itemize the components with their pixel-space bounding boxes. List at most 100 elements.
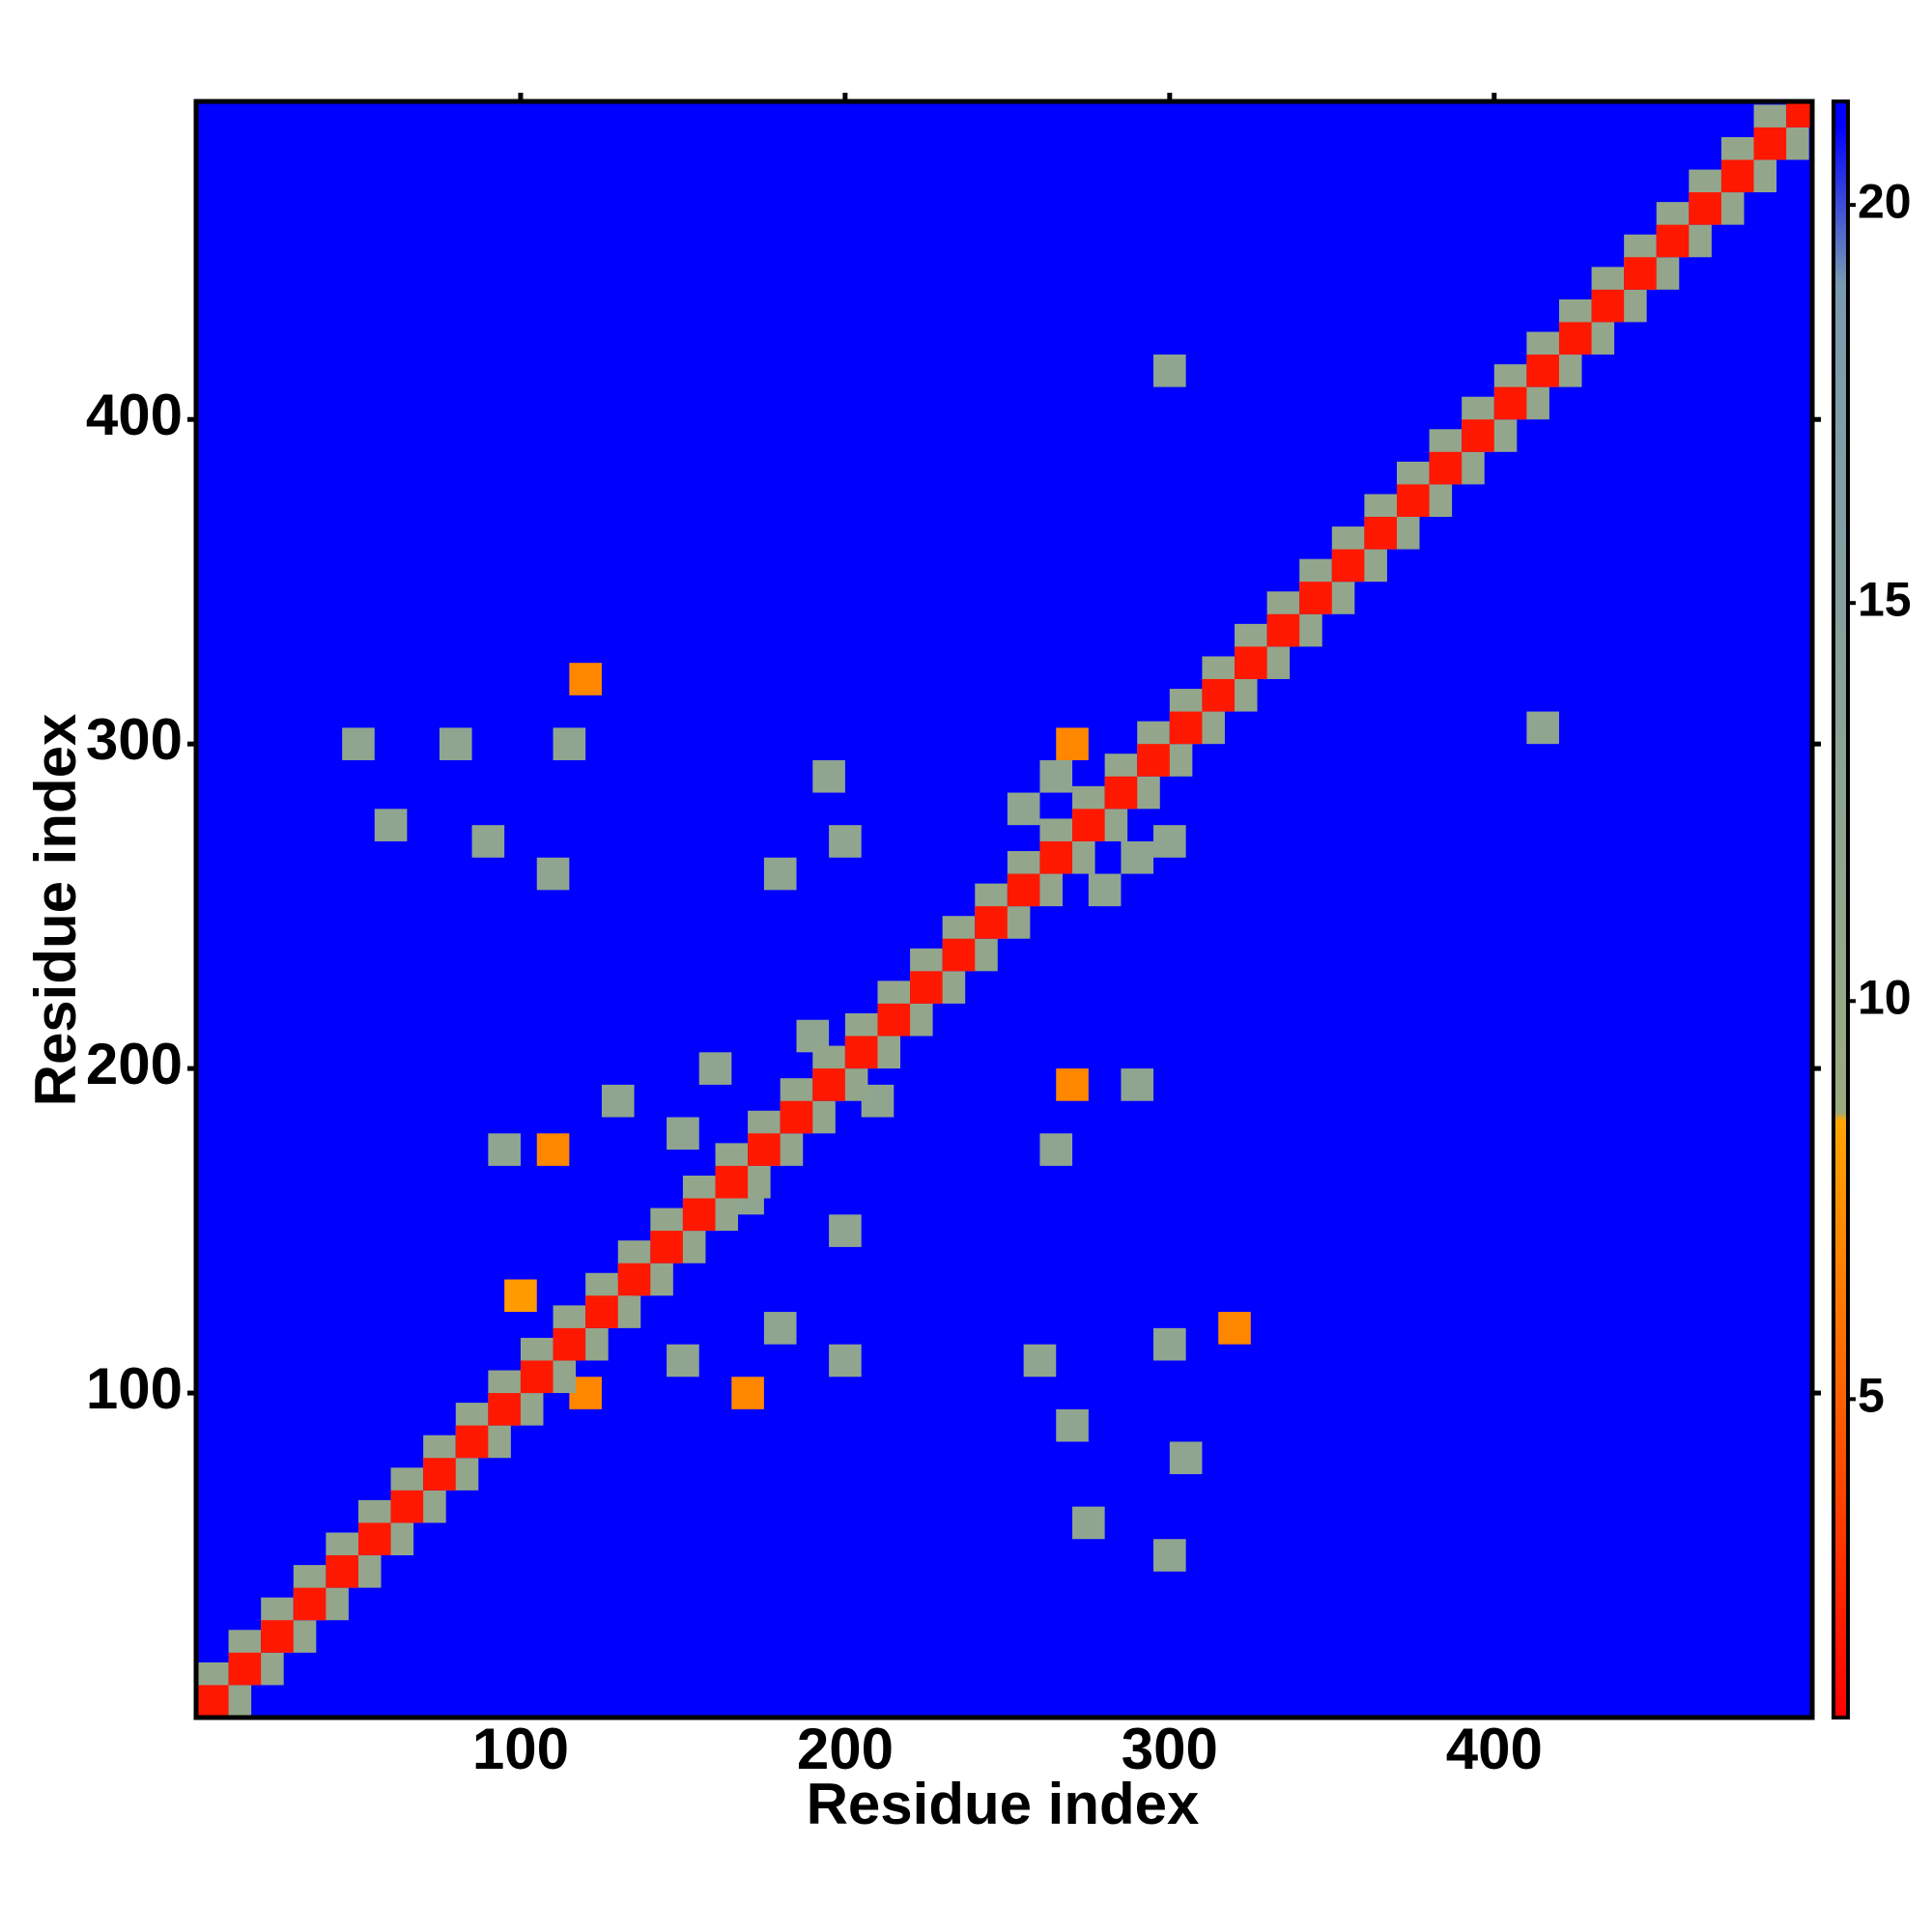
heat-cell bbox=[1235, 646, 1267, 679]
heat-cell bbox=[942, 938, 976, 972]
heat-cell bbox=[1720, 159, 1754, 193]
heat-cell bbox=[650, 1231, 683, 1264]
heat-cell bbox=[780, 1100, 813, 1134]
heat-cell bbox=[829, 1344, 862, 1378]
heat-cell bbox=[1202, 678, 1236, 712]
heat-cell bbox=[471, 825, 505, 858]
y-axis-title: Residue index bbox=[23, 714, 88, 1107]
heat-cell bbox=[1007, 792, 1040, 826]
heat-cell bbox=[715, 1165, 749, 1199]
heat-cell bbox=[390, 1490, 424, 1523]
x-tick-label: 100 bbox=[472, 1717, 569, 1781]
heat-cell bbox=[1072, 809, 1105, 841]
heat-cell bbox=[1121, 840, 1154, 874]
heat-cell bbox=[601, 1084, 635, 1118]
heat-cell bbox=[1056, 1068, 1089, 1101]
heat-cell bbox=[1056, 727, 1089, 760]
heat-cell bbox=[1218, 1312, 1251, 1345]
heat-cell bbox=[844, 1036, 878, 1069]
heat-cell bbox=[520, 1360, 554, 1394]
heat-cell bbox=[326, 1555, 358, 1588]
heat-cell bbox=[1753, 127, 1787, 160]
heat-cell bbox=[1591, 289, 1625, 323]
x-tick-label: 200 bbox=[797, 1717, 894, 1781]
heat-cell bbox=[585, 1295, 618, 1328]
heat-cell bbox=[1072, 1506, 1105, 1540]
y-tick-label: 200 bbox=[86, 1032, 183, 1096]
heat-cell bbox=[536, 1133, 570, 1166]
heat-cell bbox=[812, 759, 845, 793]
heat-cell bbox=[617, 1263, 651, 1296]
heat-cell bbox=[1526, 355, 1559, 387]
plot-frame bbox=[193, 99, 1815, 1720]
heat-cell bbox=[1526, 711, 1559, 745]
heat-cell bbox=[1039, 1133, 1073, 1166]
heat-cell bbox=[877, 1003, 911, 1037]
heat-cell bbox=[910, 971, 943, 1004]
colorbar-tick-label: 15 bbox=[1858, 572, 1912, 626]
heat-cell bbox=[1299, 582, 1332, 614]
heat-cell bbox=[1039, 759, 1073, 793]
heat-cell bbox=[1104, 776, 1138, 810]
heat-cell bbox=[1429, 451, 1463, 485]
heat-cell bbox=[1624, 257, 1657, 290]
heat-cell bbox=[1169, 1441, 1203, 1475]
heat-cell bbox=[1137, 744, 1170, 777]
heat-cell bbox=[261, 1620, 294, 1653]
colorbar-tick-label: 5 bbox=[1858, 1369, 1885, 1423]
heat-cell bbox=[439, 727, 472, 760]
y-tick-label: 400 bbox=[86, 383, 183, 447]
heat-cell bbox=[829, 825, 862, 858]
heat-cell bbox=[698, 1052, 732, 1085]
heat-cell bbox=[1462, 419, 1494, 452]
heat-cell bbox=[1121, 1068, 1154, 1101]
heat-cell bbox=[553, 1327, 586, 1361]
heat-cell bbox=[1007, 873, 1040, 907]
heat-cell bbox=[829, 1214, 862, 1247]
heat-cell bbox=[1396, 484, 1430, 518]
heat-cell bbox=[293, 1587, 327, 1621]
heat-cell bbox=[731, 1377, 764, 1409]
x-tick-label: 300 bbox=[1122, 1717, 1218, 1781]
heat-cell bbox=[342, 727, 375, 760]
heat-cell bbox=[1364, 517, 1397, 550]
heat-cell bbox=[1153, 355, 1186, 387]
heat-cell bbox=[1786, 101, 1812, 128]
x-axis-title: Residue index bbox=[807, 1772, 1200, 1836]
y-tick-label: 300 bbox=[86, 707, 183, 772]
heat-cell bbox=[748, 1133, 781, 1166]
heat-cell bbox=[1656, 224, 1690, 258]
heat-cell bbox=[536, 857, 570, 891]
heat-cell bbox=[1493, 386, 1527, 420]
heat-cell bbox=[763, 857, 797, 891]
heat-cell bbox=[1088, 873, 1122, 907]
heat-cell bbox=[682, 1198, 716, 1232]
heat-cell bbox=[504, 1279, 537, 1313]
colorbar-tick-label: 20 bbox=[1858, 174, 1912, 228]
heat-cell bbox=[1056, 1408, 1089, 1442]
heat-cell bbox=[1023, 1344, 1057, 1378]
heat-cell bbox=[357, 1522, 391, 1556]
colorbar-tick-label: 10 bbox=[1858, 970, 1912, 1024]
heat-cell bbox=[763, 1312, 797, 1345]
cells bbox=[196, 101, 1812, 1718]
heat-cell bbox=[667, 1117, 699, 1151]
heat-cell bbox=[1266, 613, 1300, 647]
heat-cell bbox=[553, 727, 586, 760]
heat-cell bbox=[488, 1133, 521, 1166]
heat-cell bbox=[667, 1344, 699, 1378]
x-tick-label: 400 bbox=[1446, 1717, 1543, 1781]
heat-cell bbox=[423, 1458, 456, 1491]
heat-cell bbox=[1153, 825, 1186, 858]
heat-cell bbox=[569, 663, 602, 696]
heat-cell bbox=[1331, 549, 1365, 582]
heat-cell bbox=[1169, 711, 1203, 745]
heat-cell bbox=[488, 1393, 521, 1426]
heat-cell bbox=[228, 1652, 262, 1686]
heat-cell bbox=[374, 809, 408, 841]
heat-cell bbox=[1558, 322, 1592, 355]
heat-cell bbox=[196, 1685, 229, 1718]
heat-cell bbox=[1153, 1327, 1186, 1361]
colorbar bbox=[1832, 99, 1850, 1719]
